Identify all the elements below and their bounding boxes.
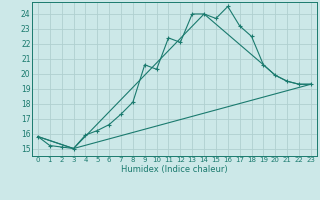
X-axis label: Humidex (Indice chaleur): Humidex (Indice chaleur)	[121, 165, 228, 174]
